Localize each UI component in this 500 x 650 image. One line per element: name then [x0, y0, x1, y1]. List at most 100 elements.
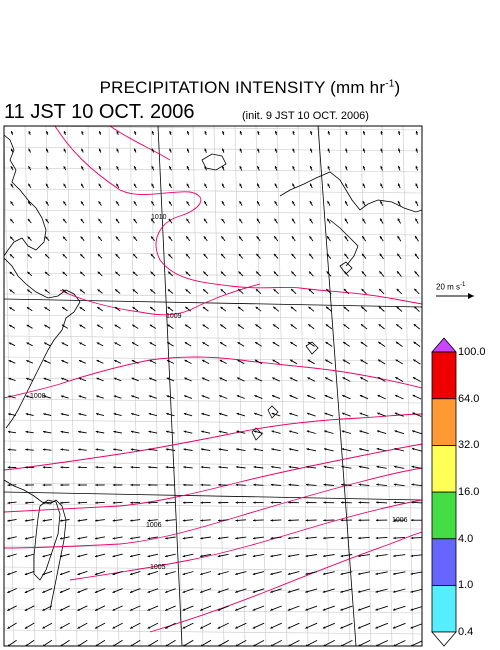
wind-arrow-head — [274, 148, 278, 152]
contour-label: 1010 — [151, 214, 167, 221]
isobar-1009 — [59, 126, 261, 316]
wind-arrow-head — [78, 377, 82, 380]
wind-arrow-head — [235, 572, 238, 576]
wind-arrow-head — [274, 166, 278, 169]
wind-arrow-head — [132, 307, 135, 310]
wind-arrow-head — [270, 590, 273, 593]
wind-arrow-head — [410, 536, 414, 540]
wind-arrow-head — [340, 608, 343, 611]
wind-arrow-head — [362, 148, 366, 151]
wind-arrow-head — [130, 608, 133, 611]
wind-arrow-head — [375, 554, 379, 558]
wind-arrow-head — [323, 519, 326, 522]
wind-arrow-head — [45, 201, 49, 204]
wind-arrow-head — [253, 501, 256, 504]
wind-arrow-head — [26, 342, 30, 345]
grid-line — [4, 126, 422, 131]
wind-arrow-head — [63, 148, 66, 152]
wind-arrow-head — [77, 466, 81, 469]
wind-arrow-head — [95, 448, 99, 451]
wind-arrow-head — [148, 395, 152, 398]
wind-arrow-head — [9, 254, 13, 257]
wind-arrow-head — [323, 465, 327, 469]
wind-arrow-head — [185, 271, 189, 275]
wind-arrow-head — [340, 554, 343, 558]
wind-arrow-head — [10, 218, 13, 222]
wind-arrow — [410, 623, 422, 629]
wind-arrow-head — [415, 131, 419, 134]
grid-line — [4, 629, 422, 635]
wind-arrow-head — [393, 554, 396, 558]
wind-arrow-head — [26, 324, 30, 328]
wind-arrow-head — [184, 342, 188, 345]
wind-arrow-head — [308, 324, 311, 327]
wind-arrow-head — [322, 572, 326, 575]
wind-arrow-head — [254, 412, 257, 416]
wind-arrow-head — [62, 307, 65, 310]
wind-arrow-head — [217, 608, 221, 611]
wind-arrow-head — [151, 183, 154, 187]
wind-arrow-head — [133, 254, 136, 257]
wind-arrow-head — [150, 271, 153, 275]
wind-arrow-head — [397, 253, 400, 257]
wind-arrow-head — [273, 306, 276, 310]
wind-arrow-head — [237, 359, 240, 363]
wind-arrow-head — [202, 359, 205, 363]
wind-arrow-head — [289, 395, 293, 398]
coastline-taiwan — [33, 499, 61, 581]
wind-arrow-head — [235, 626, 238, 629]
wind-arrow-head — [292, 201, 295, 204]
wind-arrow-head — [185, 324, 188, 327]
wind-arrow-head — [218, 448, 222, 451]
wind-arrow-head — [27, 254, 30, 257]
wind-arrow-head — [28, 201, 31, 204]
wind-arrow-head — [219, 412, 222, 416]
wind-arrow-head — [378, 359, 381, 362]
wind-arrow-head — [307, 377, 310, 380]
wind-arrow-head — [98, 183, 101, 187]
wind-arrow-head — [81, 166, 84, 169]
wind-arrow-head — [237, 377, 240, 380]
wind-arrow-head — [63, 166, 66, 169]
wind-arrow-head — [290, 324, 294, 327]
colorbar-over-triangle — [431, 337, 457, 353]
wind-arrow-head — [378, 324, 382, 327]
wind-arrow-head — [9, 271, 13, 275]
wind-arrow-head — [287, 626, 291, 629]
wind-arrow-head — [361, 271, 365, 274]
wind-arrow-head — [204, 148, 207, 152]
wind-arrow-head — [287, 608, 291, 611]
wind-arrow-head — [414, 288, 417, 292]
wind-arrow-head — [7, 608, 10, 611]
wind-arrow-head — [165, 537, 168, 540]
wind-arrow-head — [9, 307, 12, 310]
grid-line — [4, 461, 422, 467]
wind-arrow-head — [184, 377, 187, 380]
wind-arrow-head — [379, 271, 382, 274]
wind-arrow-head — [270, 536, 273, 540]
wind-arrow-head — [183, 412, 187, 416]
contour-label: 1008 — [30, 393, 46, 400]
wind-arrow-head — [42, 626, 45, 629]
wind-arrow-head — [81, 183, 84, 187]
grid-line — [402, 126, 414, 646]
wind-arrow-head — [8, 430, 11, 434]
wind-arrow-head — [377, 377, 381, 380]
wind-arrow-head — [393, 519, 396, 522]
wind-arrow-head — [97, 254, 101, 257]
wind-arrow-head — [413, 324, 417, 327]
wind-arrow-head — [130, 501, 133, 504]
wind-arrow-head — [359, 448, 362, 451]
wind-arrow-head — [256, 271, 259, 274]
wind-vectors — [7, 130, 422, 646]
wind-arrow-head — [26, 377, 29, 381]
wind-arrow-head — [42, 501, 45, 504]
grid-line — [4, 566, 422, 572]
wind-arrow-head — [358, 572, 361, 575]
wind-arrow-head — [165, 465, 169, 469]
wind-arrow-head — [166, 377, 170, 380]
wind-arrow-head — [44, 307, 48, 310]
wind-arrow-head — [257, 131, 260, 134]
wind-arrow-head — [45, 254, 48, 257]
grid-line — [4, 146, 422, 152]
